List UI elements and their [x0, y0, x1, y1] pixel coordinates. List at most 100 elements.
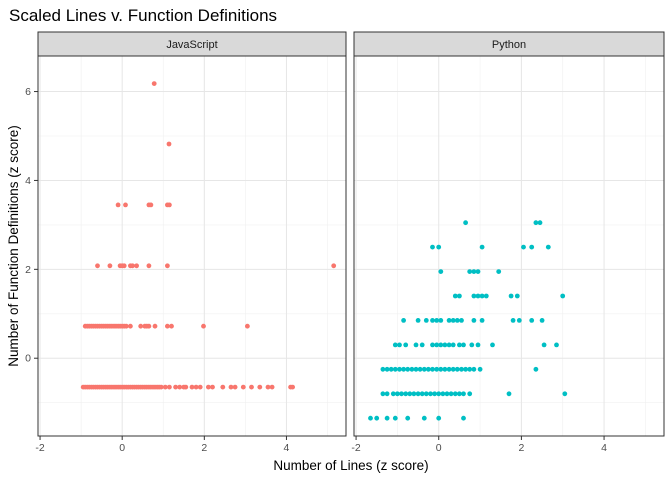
data-point: [533, 366, 539, 372]
data-point: [471, 269, 477, 274]
data-point: [529, 318, 535, 323]
data-point: [228, 384, 234, 390]
data-point: [434, 342, 440, 348]
data-point: [514, 293, 520, 299]
data-point: [403, 391, 409, 397]
data-point: [419, 391, 425, 397]
data-point: [220, 384, 226, 390]
y-tick-label: 4: [25, 175, 31, 187]
y-tick-label: 6: [25, 86, 31, 98]
data-point: [197, 384, 203, 390]
data-point: [457, 293, 462, 299]
data-point: [469, 342, 475, 348]
data-point: [392, 342, 398, 348]
data-point: [392, 366, 398, 372]
data-point: [434, 366, 440, 372]
data-point: [506, 391, 512, 397]
data-point: [463, 366, 468, 372]
data-point: [521, 244, 526, 250]
data-point: [448, 391, 454, 397]
data-point: [452, 293, 458, 299]
data-point: [240, 384, 246, 390]
data-point: [459, 318, 464, 323]
data-point: [454, 318, 460, 323]
data-point: [477, 366, 483, 372]
data-point: [397, 366, 402, 372]
data-point: [121, 263, 127, 269]
data-point: [407, 391, 413, 397]
data-point: [450, 366, 456, 372]
data-point: [167, 384, 172, 390]
data-point: [392, 415, 398, 421]
x-tick-label: 0: [119, 442, 125, 454]
data-point: [290, 384, 295, 390]
data-point: [471, 366, 477, 372]
data-point: [516, 318, 522, 323]
data-point: [405, 415, 411, 421]
data-point: [395, 391, 400, 397]
data-point: [374, 415, 380, 421]
data-point: [438, 342, 444, 348]
data-points: [368, 220, 568, 421]
data-point: [380, 366, 386, 372]
data-point: [545, 244, 551, 250]
data-point: [401, 366, 406, 372]
data-point: [426, 366, 431, 372]
y-tick-label: 2: [25, 264, 31, 276]
data-point: [446, 318, 452, 323]
data-point: [401, 318, 406, 323]
data-point: [533, 220, 539, 226]
data-point: [134, 263, 140, 269]
data-point: [496, 269, 502, 274]
data-point: [166, 141, 172, 147]
data-point: [405, 366, 411, 372]
x-tick-label: 0: [436, 442, 442, 454]
data-point: [388, 366, 394, 372]
data-point: [442, 342, 448, 348]
y-axis-title: Number of Function Definitions (z score): [6, 125, 21, 367]
data-point: [210, 384, 215, 390]
data-point: [461, 391, 466, 397]
data-point: [409, 366, 415, 372]
data-point: [428, 391, 433, 397]
data-point: [479, 293, 485, 299]
data-point: [165, 263, 170, 269]
data-point: [438, 366, 444, 372]
data-point: [201, 323, 206, 329]
facet-panel-python: Python: [353, 31, 665, 437]
data-point: [417, 366, 423, 372]
data-point: [269, 384, 275, 390]
data-point: [430, 342, 435, 348]
y-tick-label: 0: [25, 353, 31, 365]
data-point: [440, 391, 446, 397]
data-point: [475, 293, 481, 299]
data-point: [183, 384, 189, 390]
data-point: [434, 318, 440, 323]
chart-title: Scaled Lines v. Function Definitions: [9, 6, 277, 25]
data-point: [177, 384, 183, 390]
data-point: [173, 384, 179, 390]
data-point: [380, 391, 386, 397]
data-point: [127, 323, 133, 329]
data-point: [138, 323, 144, 329]
data-point: [467, 366, 473, 372]
data-point: [193, 384, 199, 390]
data-point: [562, 391, 568, 397]
data-point: [436, 244, 442, 250]
facet-strip-label: JavaScript: [166, 39, 217, 51]
data-point: [452, 391, 458, 397]
data-point: [467, 391, 473, 397]
data-point: [457, 391, 462, 397]
data-point: [265, 384, 271, 390]
data-point: [169, 323, 174, 329]
data-point: [450, 318, 456, 323]
data-point: [467, 269, 473, 274]
data-point: [537, 220, 543, 226]
data-point: [368, 415, 373, 421]
data-point: [403, 342, 409, 348]
data-point: [436, 415, 442, 421]
data-point: [146, 263, 152, 269]
data-point: [432, 391, 437, 397]
data-point: [430, 366, 435, 372]
